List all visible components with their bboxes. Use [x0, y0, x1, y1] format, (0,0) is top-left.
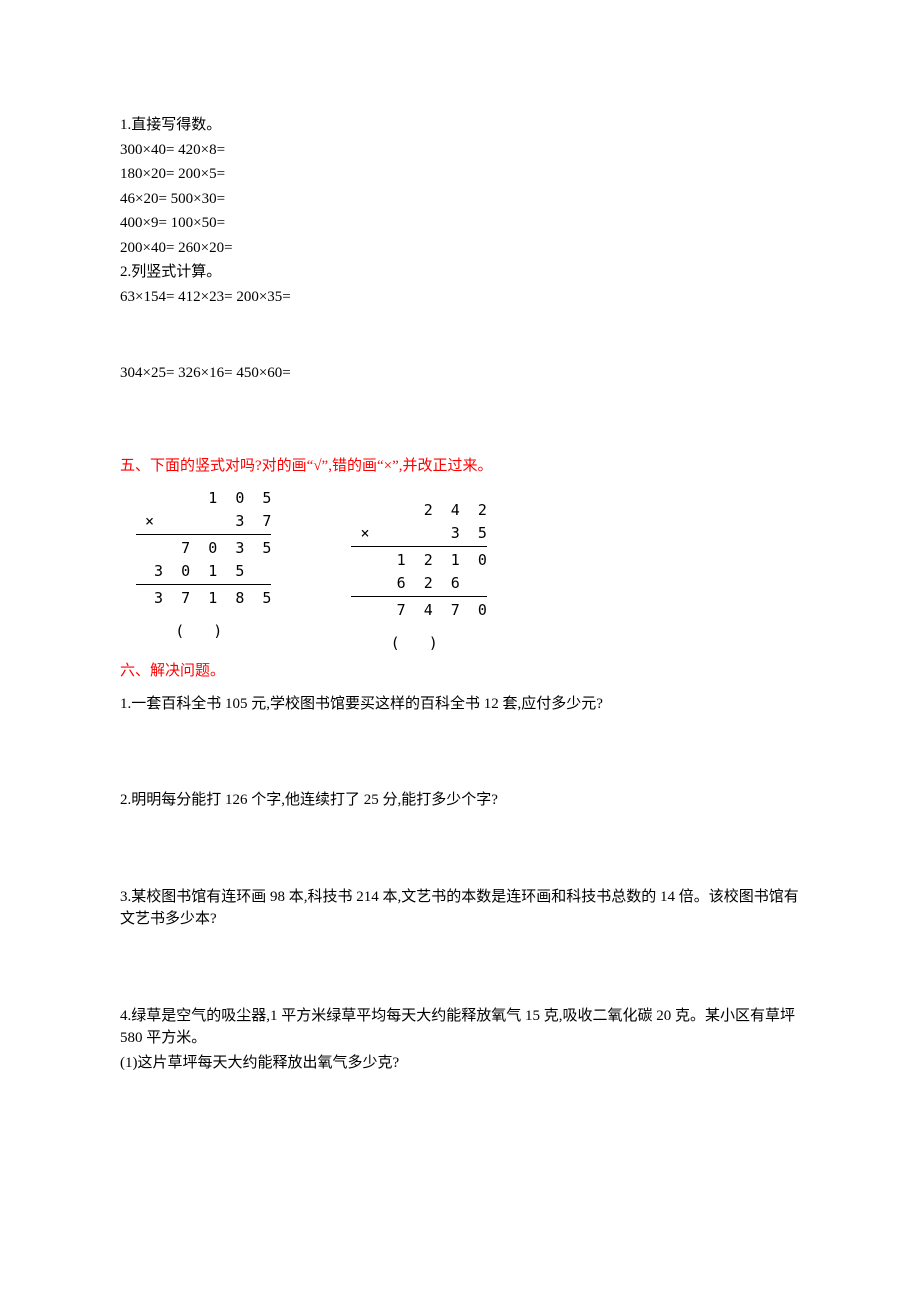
- vmul1-r2: 7 0 3 5: [136, 537, 271, 560]
- q2-row-1: 63×154= 412×23= 200×35=: [120, 286, 800, 309]
- q1-row-4: 200×40= 260×20=: [120, 237, 800, 260]
- q1-row-1: 180×20= 200×5=: [120, 163, 800, 186]
- vmul2-r2: 1 2 1 0: [351, 549, 486, 572]
- q2-title: 2.列竖式计算。: [120, 261, 800, 284]
- vmul2-r1: × 3 5: [351, 522, 486, 545]
- rule: [351, 596, 486, 597]
- vmul2-answer-paren: ( ): [351, 632, 486, 655]
- vmul1-r1: × 3 7: [136, 510, 271, 533]
- vertical-mul-1: 1 0 5 × 3 7 7 0 3 5 3 0 1 5 3 7 1 8 5 ( …: [120, 487, 271, 642]
- q2-row-2: 304×25= 326×16= 450×60=: [120, 362, 800, 385]
- spacer: [120, 387, 800, 437]
- q1-title: 1.直接写得数。: [120, 114, 800, 137]
- vmul1-r4: 3 7 1 8 5: [136, 587, 271, 610]
- q1-row-0: 300×40= 420×8=: [120, 139, 800, 162]
- problem-4-sub1: (1)这片草坪每天大约能释放出氧气多少克?: [120, 1052, 800, 1075]
- vertical-multiplication-area: 1 0 5 × 3 7 7 0 3 5 3 0 1 5 3 7 1 8 5 ( …: [120, 487, 800, 654]
- vmul1-answer-paren: ( ): [136, 620, 271, 643]
- rule: [136, 534, 271, 535]
- q1-row-3: 400×9= 100×50=: [120, 212, 800, 235]
- spacer: [120, 933, 800, 1003]
- section-6-title: 六、解决问题。: [120, 660, 800, 683]
- problem-4-line1: 4.绿草是空气的吸尘器,1 平方米绿草平均每天大约能释放氧气 15 克,吸收二氧…: [120, 1005, 800, 1050]
- spacer: [120, 310, 800, 360]
- vmul1-r3: 3 0 1 5: [136, 560, 271, 583]
- problem-3: 3.某校图书馆有连环画 98 本,科技书 214 本,文艺书的本数是连环画和科技…: [120, 886, 800, 931]
- worksheet-page: 1.直接写得数。 300×40= 420×8= 180×20= 200×5= 4…: [0, 0, 920, 1136]
- problem-1: 1.一套百科全书 105 元,学校图书馆要买这样的百科全书 12 套,应付多少元…: [120, 693, 800, 716]
- section-5-title: 五、下面的竖式对吗?对的画“√”,错的画“×”,并改正过来。: [120, 455, 800, 478]
- vertical-mul-2: 2 4 2 × 3 5 1 2 1 0 6 2 6 7 4 7 0 ( ): [351, 499, 486, 654]
- q1-row-2: 46×20= 500×30=: [120, 188, 800, 211]
- rule: [136, 584, 271, 585]
- vmul1-r0: 1 0 5: [136, 487, 271, 510]
- vmul2-r0: 2 4 2: [351, 499, 486, 522]
- rule: [351, 546, 486, 547]
- vmul2-r3: 6 2 6: [351, 572, 486, 595]
- spacer: [120, 717, 800, 787]
- spacer: [120, 814, 800, 884]
- vmul2-r4: 7 4 7 0: [351, 599, 486, 622]
- problem-2: 2.明明每分能打 126 个字,他连续打了 25 分,能打多少个字?: [120, 789, 800, 812]
